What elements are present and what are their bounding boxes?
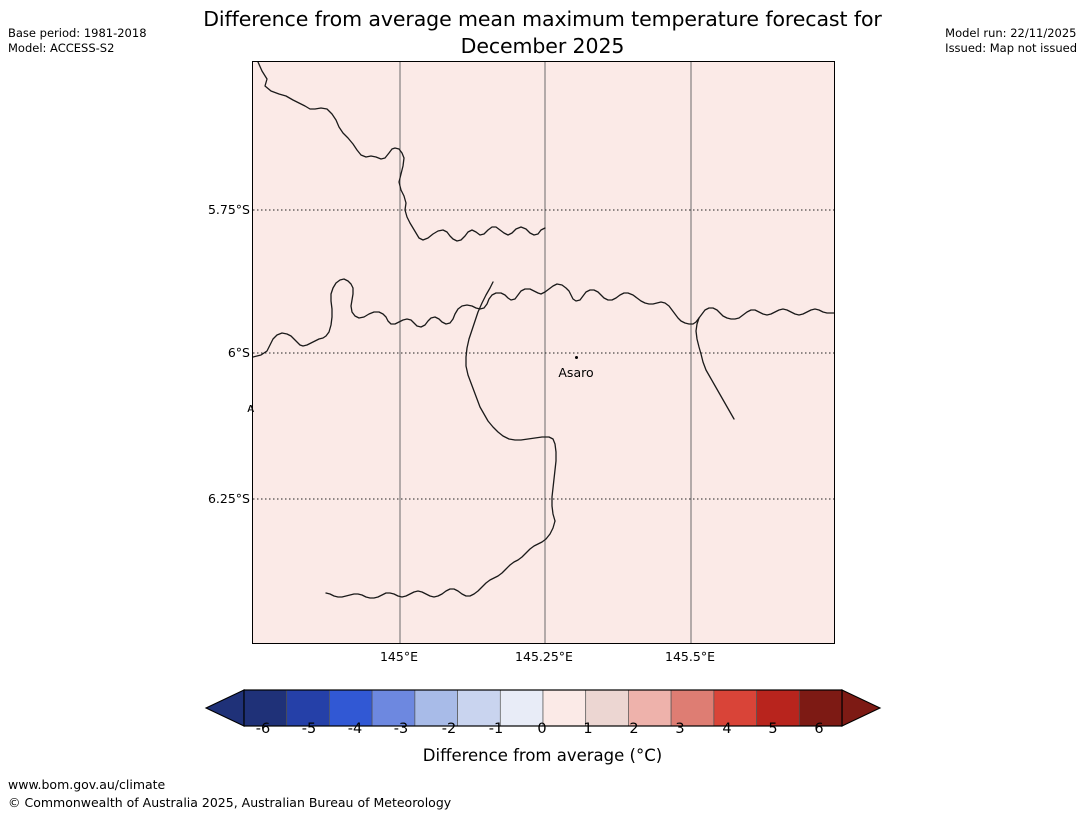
lon-label-145-25e: 145.25°E: [515, 649, 573, 664]
lon-label-145-5e: 145.5°E: [665, 649, 715, 664]
header-meta-left: Base period: 1981-2018 Model: ACCESS-S2: [8, 26, 147, 56]
anomaly-field: [253, 62, 834, 643]
footer-url[interactable]: www.bom.gov.au/climate: [8, 777, 166, 792]
lon-label-145e: 145°E: [379, 649, 418, 664]
cb-tick--1: -1: [488, 721, 504, 737]
page-title: Difference from average mean maximum tem…: [0, 6, 1085, 60]
cb-tick-4: 4: [722, 721, 732, 737]
cb-tick-5: 5: [768, 721, 778, 737]
cb-tick--6: -6: [255, 721, 271, 737]
cb-tick-2: 2: [629, 721, 639, 737]
coastline-boundaries: [253, 62, 834, 599]
header-meta-right: Model run: 22/11/2025 Issued: Map not is…: [945, 26, 1077, 56]
city-marker-dot-asaro[interactable]: [575, 356, 578, 359]
lat-label-6-25s: 6.25°S: [207, 491, 250, 506]
cb-tick--5: -5: [301, 721, 317, 737]
page-title-line-2: December 2025: [460, 34, 625, 58]
page-title-line-1: Difference from average mean maximum tem…: [203, 7, 882, 31]
graticule-parallels: [253, 209, 834, 500]
colorbar-axis-label-text: Difference from average (: [422, 746, 636, 765]
issued-text: Issued: Map not issued: [945, 41, 1077, 55]
base-period-text: Base period: 1981-2018: [8, 26, 147, 40]
footer-copyright: © Commonwealth of Australia 2025, Austra…: [8, 795, 452, 810]
cb-tick-1: 1: [583, 721, 593, 737]
cb-tick-0: 0: [537, 721, 547, 737]
colorbar-frame: [242, 689, 843, 727]
colorbar-bins: [243, 689, 842, 727]
lat-label-6s: 6°S: [227, 345, 250, 360]
cb-tick-3: 3: [675, 721, 685, 737]
clipped-place-label: ᴀ: [247, 400, 255, 415]
cb-tick--4: -4: [347, 721, 363, 737]
footer: www.bom.gov.au/climate © Commonwealth of…: [8, 776, 451, 812]
map-canvas: [253, 62, 834, 643]
colorbar-axis-label-unit: °C): [635, 746, 663, 765]
colorbar-axis-label: Difference from average (°C): [0, 746, 1085, 765]
cb-tick--2: -2: [441, 721, 457, 737]
model-text: Model: ACCESS-S2: [8, 41, 115, 55]
city-label-asaro: Asaro: [558, 365, 594, 380]
cb-tick--3: -3: [393, 721, 409, 737]
colorbar-ticklabels: -6 -5 -4 -3 -2 -1 0 1 2 3 4 5 6: [0, 721, 1085, 741]
model-run-text: Model run: 22/11/2025: [945, 26, 1077, 40]
forecast-map[interactable]: [252, 61, 835, 644]
colorbar: [0, 686, 1085, 746]
cb-tick-6: 6: [814, 721, 824, 737]
lat-label-5-75s: 5.75°S: [207, 202, 250, 217]
